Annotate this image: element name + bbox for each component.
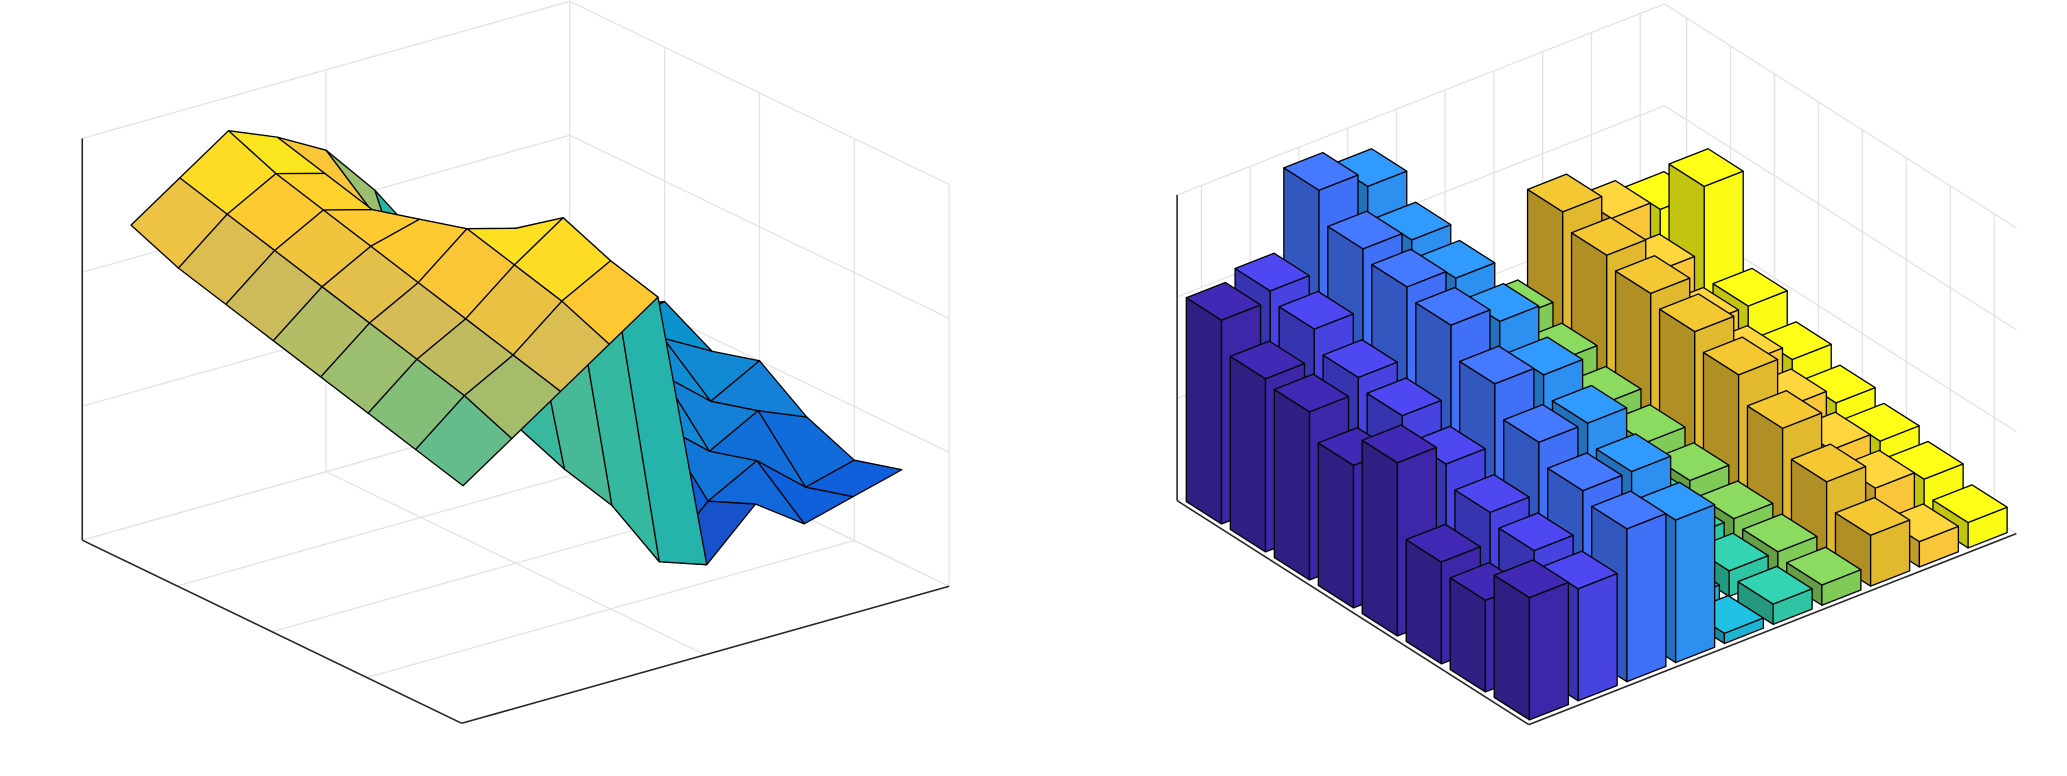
grid-line (366, 539, 855, 679)
bar-top (1834, 496, 1911, 536)
bar-top (1702, 336, 1779, 376)
grid-line (1664, 3, 2017, 229)
bar-top (1498, 512, 1574, 552)
bar-top (1361, 424, 1438, 464)
bar-top (1366, 377, 1442, 417)
bar-top (1405, 523, 1482, 563)
bar-top (1185, 281, 1262, 321)
bar-top (1454, 474, 1530, 514)
grid-line (569, 134, 950, 319)
bar-top (1327, 210, 1403, 250)
bar-top (1229, 340, 1306, 380)
y-axis (81, 539, 463, 725)
bar3-plot (1176, 3, 2017, 726)
bar-side (1317, 442, 1355, 609)
bar-top (1547, 452, 1623, 492)
grid-line (569, 0, 950, 186)
y-axis (1176, 499, 1530, 726)
bar-top (1459, 345, 1535, 385)
bar-front (1674, 504, 1716, 664)
bar-top (1654, 442, 1730, 482)
surface-patch (414, 394, 513, 487)
surface-plot (81, 0, 950, 725)
grid-line (1176, 3, 1665, 196)
bar-top (1712, 267, 1788, 307)
bar-top (1278, 290, 1354, 330)
bar-side (1229, 355, 1267, 553)
bar-top (1737, 565, 1813, 605)
x-axis (1528, 532, 2017, 726)
bar-front (1626, 512, 1667, 683)
bar-top (1234, 252, 1310, 292)
bar-top (1790, 443, 1867, 483)
bar-top (1614, 255, 1691, 295)
bar-top (1322, 339, 1398, 379)
bar-side (1493, 574, 1531, 721)
grid-line (82, 0, 570, 139)
bar-top (1273, 373, 1350, 413)
bar-side (1185, 297, 1223, 525)
bar-side (1361, 439, 1399, 637)
bar-top (1283, 151, 1359, 191)
bar-top (1551, 384, 1628, 424)
bar-side (1273, 388, 1311, 581)
bar-top (1932, 484, 2008, 524)
bar-top (1415, 286, 1491, 326)
bar-top (1698, 480, 1774, 520)
bar-top (1570, 216, 1647, 256)
bar-front (1528, 581, 1570, 721)
bar-top (1503, 403, 1579, 443)
bar-front (1577, 572, 1618, 702)
bar-top (1371, 248, 1447, 288)
bar-top (1591, 490, 1667, 530)
bar-top (1595, 433, 1672, 473)
bar-top (1746, 389, 1823, 429)
bar-top (1493, 559, 1570, 599)
bar-top (1658, 293, 1735, 333)
grid-line (1664, 105, 2017, 331)
bar-top (1742, 513, 1818, 553)
bar-top (1526, 173, 1603, 213)
x-axis (461, 585, 950, 725)
bar-top (1668, 148, 1744, 188)
bar-top (1786, 546, 1862, 586)
